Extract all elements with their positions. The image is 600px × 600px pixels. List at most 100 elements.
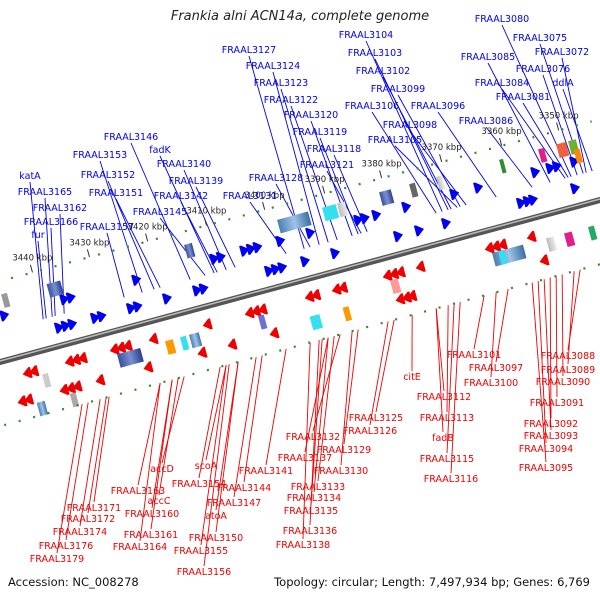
reverse-cds-arrow — [227, 338, 238, 350]
forward-cds-arrow — [0, 310, 10, 322]
tick-label: 3420 kbp — [128, 223, 168, 233]
reverse-leader-line — [369, 321, 389, 426]
forward-gene-label: FRAAL3151 — [89, 188, 143, 199]
forward-gene-label: FRAAL3086 — [459, 116, 513, 127]
reverse-cds-arrow — [71, 353, 82, 365]
reverse-leader-line — [549, 277, 552, 419]
reverse-leader-line — [567, 271, 575, 365]
reverse-leader-line — [473, 295, 485, 350]
forward-gene-label: fur — [31, 230, 44, 241]
reverse-gene-label: FRAAL3172 — [61, 514, 115, 525]
reverse-gene-label: FRAAL3155 — [174, 546, 228, 557]
reverse-cds-arrow — [415, 260, 426, 272]
forward-leader-line — [365, 40, 443, 212]
reverse-cds-arrow — [484, 242, 495, 254]
forward-gene-label: FRAAL3146 — [104, 132, 158, 143]
reverse-gene-label: FRAAL3163 — [111, 486, 165, 497]
reverse-leader-line — [150, 379, 173, 530]
reverse-leader-line — [561, 274, 564, 377]
reverse-leader-line — [243, 355, 263, 483]
reverse-gene-label: FRAAL3141 — [239, 466, 293, 477]
tick-mark — [439, 154, 443, 163]
reverse-cds-arrow — [389, 267, 400, 280]
reverse-leader-line — [87, 397, 107, 514]
reverse-leader-line — [205, 365, 227, 461]
forward-gene-label: FRAAL3121 — [300, 160, 354, 171]
forward-leader-line — [310, 120, 353, 236]
tick-mark — [556, 122, 560, 131]
forward-cds-arrow — [67, 319, 78, 331]
forward-cds-arrow — [245, 243, 256, 256]
feature-box — [499, 158, 507, 174]
reverse-gene-label: FRAAL3133 — [291, 482, 345, 493]
tick-mark — [29, 264, 33, 273]
reverse-gene-label: FRAAL3101 — [447, 350, 501, 361]
forward-cds-arrow — [515, 197, 526, 209]
gene-labels: FRAAL3080FRAAL3075FRAAL3072FRAAL3085FRAA… — [18, 14, 595, 578]
forward-gene-label: FRAAL3131 — [223, 191, 277, 202]
reverse-leader-line — [450, 301, 461, 474]
forward-gene-label: FRAAL3166 — [24, 217, 78, 228]
tick-mark — [379, 170, 383, 179]
forward-cds-arrow — [413, 225, 424, 237]
reverse-leader-line — [495, 288, 509, 363]
reverse-cds-arrow — [251, 305, 262, 317]
reverse-leader-line — [435, 308, 444, 433]
forward-cds-arrow — [359, 213, 370, 225]
reverse-gene-label: FRAAL3138 — [276, 540, 330, 551]
forward-leader-line — [487, 62, 551, 183]
genome-backbone — [0, 120, 600, 427]
reverse-cds-arrow — [66, 382, 77, 394]
forward-gene-label: FRAAL3122 — [264, 95, 318, 106]
reverse-gene-label: citE — [403, 372, 421, 383]
reverse-gene-label: FRAAL3160 — [125, 509, 179, 520]
feature-box — [556, 141, 570, 159]
reverse-gene-label: FRAAL3144 — [217, 483, 271, 494]
forward-leader-line — [195, 186, 236, 268]
forward-leader-line — [371, 111, 437, 214]
tick-label: 3370 kbp — [422, 143, 462, 153]
reverse-gene-label: FRAAL3116 — [424, 474, 478, 485]
reverse-cds-arrow — [338, 281, 349, 293]
reverse-gene-label: FRAAL3174 — [53, 527, 107, 538]
reverse-leader-line — [200, 365, 227, 546]
feature-box — [257, 314, 268, 330]
backbone-line — [0, 196, 600, 366]
forward-gene-label: FRAAL3105 — [368, 135, 422, 146]
tick-mark — [203, 217, 207, 226]
reverse-gene-label: FRAAL3100 — [464, 378, 518, 389]
forward-cds-arrow — [263, 265, 274, 278]
forward-cds-arrow — [277, 262, 288, 274]
feature-box — [36, 400, 49, 417]
forward-cds-arrow — [401, 201, 412, 214]
tick-label: 3360 kbp — [482, 127, 522, 137]
reverse-cds-arrow — [24, 393, 35, 405]
forward-cds-arrow — [132, 301, 143, 313]
tick-mark — [145, 233, 149, 242]
reverse-leader-line — [531, 282, 547, 463]
feature-box — [322, 204, 340, 222]
forward-leader-line — [106, 232, 125, 298]
tick-mark — [322, 185, 326, 194]
reverse-gene-label: FRAAL3113 — [420, 413, 474, 424]
reverse-cds-arrow — [497, 238, 509, 250]
reverse-gene-label: FRAAL3090 — [536, 377, 590, 388]
forward-cds-arrow — [215, 251, 226, 264]
forward-gene-label: FRAAL3104 — [339, 30, 393, 41]
reverse-cds-arrow — [257, 303, 269, 315]
forward-gene-label: FRAAL3124 — [246, 61, 300, 72]
reverse-leader-line — [343, 329, 359, 445]
reverse-gene-label: fadB — [432, 433, 454, 444]
reverse-leader-line — [137, 382, 161, 486]
forward-cds-arrow — [545, 163, 556, 175]
reverse-leader-line — [215, 361, 239, 533]
forward-gene-label: FRAAL3106 — [345, 101, 399, 112]
forward-leader-line — [99, 160, 143, 293]
tick-label: 3400 kbp — [245, 191, 285, 201]
feature-box — [563, 231, 576, 248]
forward-leader-line — [485, 126, 533, 188]
genome-summary-text: Topology: circular; Length: 7,497,934 bp… — [274, 575, 590, 589]
reverse-cds-arrow — [402, 291, 413, 303]
reverse-cds-arrow — [77, 351, 89, 364]
forward-leader-line — [397, 94, 461, 207]
